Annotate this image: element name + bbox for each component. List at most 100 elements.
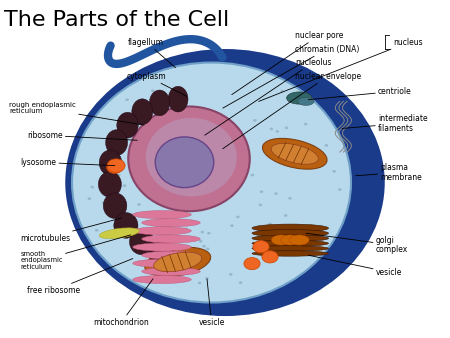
Text: nucleus: nucleus: [259, 38, 423, 101]
Ellipse shape: [338, 188, 342, 191]
Ellipse shape: [142, 251, 200, 259]
Ellipse shape: [107, 161, 123, 173]
Ellipse shape: [133, 211, 191, 219]
Ellipse shape: [103, 193, 127, 219]
Ellipse shape: [197, 117, 201, 120]
Ellipse shape: [280, 235, 300, 245]
Ellipse shape: [201, 231, 204, 234]
Ellipse shape: [137, 203, 141, 206]
Ellipse shape: [280, 90, 284, 92]
Text: microtubules: microtubules: [20, 218, 122, 243]
Text: nuclear envelope: nuclear envelope: [223, 72, 361, 149]
Ellipse shape: [99, 171, 122, 197]
Ellipse shape: [298, 97, 314, 105]
Ellipse shape: [90, 186, 94, 189]
Ellipse shape: [133, 243, 191, 251]
Ellipse shape: [146, 118, 237, 196]
Text: vesicle: vesicle: [198, 279, 225, 327]
Text: cytoplasm: cytoplasm: [127, 72, 187, 96]
Ellipse shape: [292, 151, 295, 154]
Ellipse shape: [304, 123, 307, 125]
Ellipse shape: [161, 158, 164, 161]
Ellipse shape: [275, 130, 279, 133]
Ellipse shape: [125, 98, 129, 101]
Ellipse shape: [271, 235, 291, 245]
Ellipse shape: [262, 138, 327, 169]
Ellipse shape: [162, 168, 166, 171]
Ellipse shape: [263, 258, 267, 260]
Ellipse shape: [236, 216, 240, 218]
Ellipse shape: [120, 145, 124, 147]
Ellipse shape: [133, 259, 191, 267]
Ellipse shape: [107, 159, 125, 172]
Ellipse shape: [311, 145, 315, 147]
Ellipse shape: [252, 251, 328, 256]
Ellipse shape: [167, 211, 171, 214]
Ellipse shape: [102, 202, 106, 204]
Ellipse shape: [155, 152, 159, 155]
Ellipse shape: [133, 275, 191, 284]
Ellipse shape: [114, 190, 118, 192]
Ellipse shape: [288, 197, 292, 200]
Ellipse shape: [206, 247, 210, 250]
Text: flagellum: flagellum: [128, 38, 176, 68]
Text: rough endoplasmic
reticulum: rough endoplasmic reticulum: [9, 102, 144, 125]
Ellipse shape: [289, 141, 293, 143]
Ellipse shape: [153, 252, 202, 272]
Text: nucleolus: nucleolus: [205, 58, 331, 135]
Ellipse shape: [287, 92, 312, 104]
Ellipse shape: [114, 195, 117, 197]
Ellipse shape: [155, 137, 214, 188]
Ellipse shape: [284, 140, 288, 143]
Ellipse shape: [200, 209, 203, 211]
Ellipse shape: [262, 251, 278, 263]
Ellipse shape: [230, 224, 234, 227]
Text: golgi
complex: golgi complex: [306, 233, 408, 255]
Text: vesicle: vesicle: [308, 255, 402, 276]
Ellipse shape: [199, 240, 202, 243]
Ellipse shape: [142, 219, 200, 227]
Ellipse shape: [123, 184, 126, 187]
Ellipse shape: [252, 240, 328, 246]
Text: smooth
endoplasmic
reticulum: smooth endoplasmic reticulum: [20, 235, 130, 270]
Ellipse shape: [128, 106, 250, 211]
Ellipse shape: [333, 170, 336, 173]
Ellipse shape: [149, 241, 175, 266]
Ellipse shape: [271, 143, 318, 164]
Ellipse shape: [168, 86, 188, 112]
Ellipse shape: [299, 252, 302, 255]
Ellipse shape: [230, 127, 233, 130]
Text: ribosome: ribosome: [27, 131, 137, 140]
Ellipse shape: [202, 245, 206, 248]
Text: centriole: centriole: [308, 87, 412, 100]
Text: lysosome: lysosome: [20, 158, 115, 167]
Ellipse shape: [274, 192, 278, 195]
Ellipse shape: [253, 241, 269, 253]
Ellipse shape: [140, 150, 144, 153]
Ellipse shape: [285, 126, 288, 129]
Text: The Parts of the Cell: The Parts of the Cell: [4, 10, 230, 30]
Text: chromatin (DNA): chromatin (DNA): [223, 45, 359, 108]
Ellipse shape: [168, 257, 172, 259]
Ellipse shape: [127, 112, 130, 115]
Ellipse shape: [229, 273, 233, 276]
Ellipse shape: [289, 235, 309, 245]
Ellipse shape: [87, 197, 91, 200]
Ellipse shape: [268, 223, 272, 225]
Text: mitochondrion: mitochondrion: [94, 279, 153, 327]
Ellipse shape: [251, 174, 254, 176]
Ellipse shape: [252, 230, 328, 237]
Text: intermediate
filaments: intermediate filaments: [342, 114, 428, 133]
Ellipse shape: [133, 227, 191, 235]
Ellipse shape: [232, 131, 235, 134]
Ellipse shape: [324, 144, 328, 147]
Ellipse shape: [198, 282, 201, 284]
Ellipse shape: [72, 63, 351, 303]
Ellipse shape: [270, 128, 273, 130]
Ellipse shape: [207, 232, 211, 235]
Ellipse shape: [260, 190, 263, 193]
Ellipse shape: [99, 228, 139, 239]
Ellipse shape: [203, 171, 207, 173]
Ellipse shape: [117, 112, 138, 138]
Ellipse shape: [179, 98, 183, 101]
